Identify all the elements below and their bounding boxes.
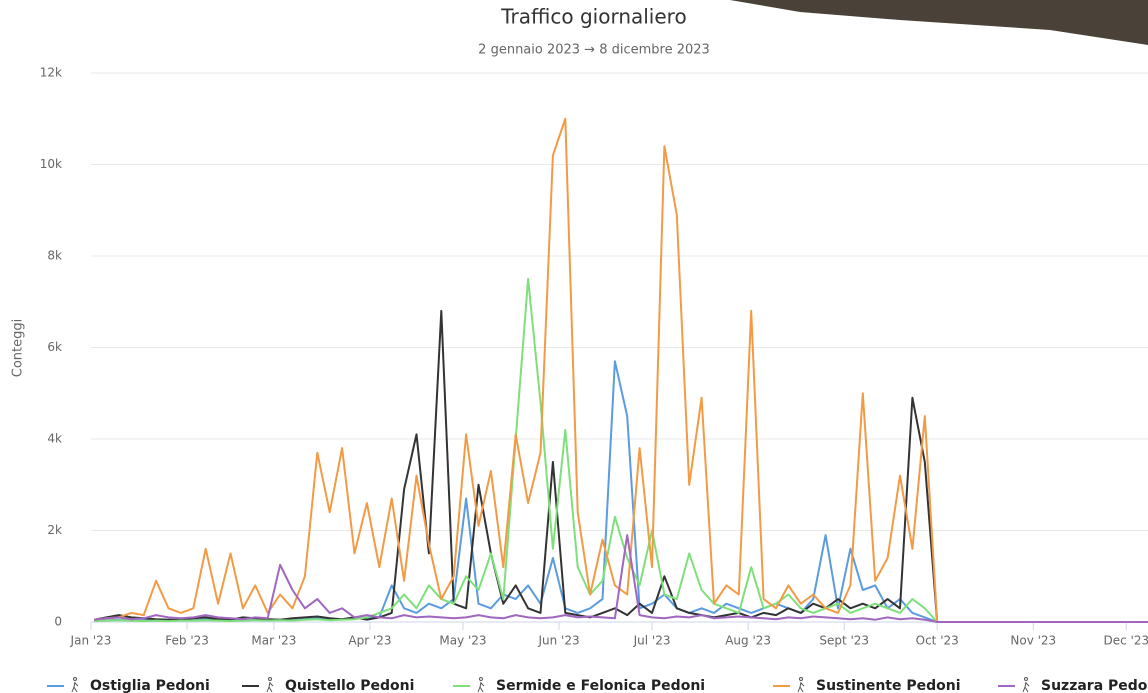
legend-item: Quistello Pedoni [242,678,414,693]
legend-item: Ostiglia Pedoni [47,678,210,693]
legend-icon [478,678,484,693]
x-tick-label: May '23 [439,634,486,648]
legend-icon [798,678,804,693]
x-tick-label: Jan '23 [70,634,112,648]
y-tick-label: 2k [47,523,62,537]
series-line [94,119,1148,622]
x-tick-label: Aug '23 [725,634,771,648]
y-tick-label: 0 [54,615,62,629]
x-tick-label: Mar '23 [251,634,296,648]
legend-label: Suzzara Pedoni [1041,678,1148,693]
legend-item: Sermide e Felonica Pedoni [453,678,705,693]
y-tick-label: 12k [40,66,62,80]
y-axis-label: Conteggi [11,319,26,377]
header-photo [730,0,1148,45]
y-tick-label: 6k [47,340,62,354]
legend-item: Suzzara Pedoni [998,678,1148,693]
x-tick-label: Jul '23 [633,634,671,648]
series-line [94,535,1148,622]
legend-icon [267,678,273,693]
x-tick-label: Sept '23 [819,634,869,648]
x-tick-label: Feb '23 [165,634,209,648]
y-tick-label: 10k [40,157,62,171]
legend-icon [1023,678,1029,693]
legend-label: Sustinente Pedoni [816,678,961,693]
legend-item: Sustinente Pedoni [773,678,961,693]
y-tick-label: 8k [47,249,62,263]
chart: Traffico giornaliero 2 gennaio 2023 → 8 … [0,0,1148,693]
x-tick-label: Oct '23 [916,634,959,648]
chart-subtitle: 2 gennaio 2023 → 8 dicembre 2023 [478,43,710,58]
legend-label: Quistello Pedoni [285,678,414,693]
x-tick-label: Apr '23 [348,634,391,648]
legend-label: Sermide e Felonica Pedoni [496,678,705,693]
x-tick-label: Nov '23 [1010,634,1056,648]
x-tick-label: Dec '23 [1103,634,1148,648]
legend-label: Ostiglia Pedoni [90,678,210,693]
chart-title: Traffico giornaliero [500,5,686,29]
x-tick-label: Jun '23 [537,634,579,648]
y-tick-label: 4k [47,432,62,446]
legend-icon [72,678,78,693]
